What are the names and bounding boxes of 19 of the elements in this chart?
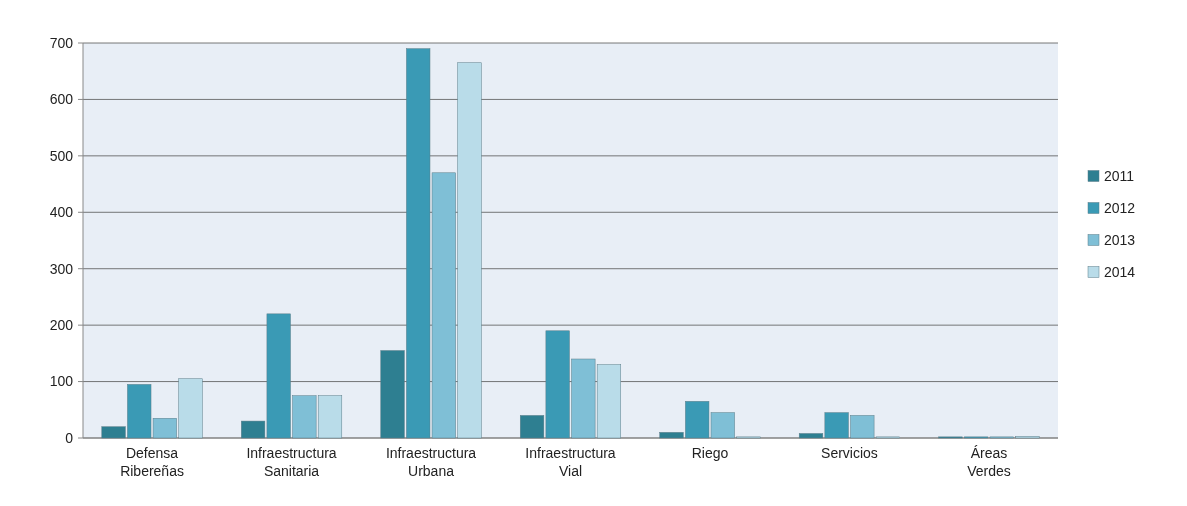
y-tick-label: 400 bbox=[49, 204, 74, 221]
legend-label: 2013 bbox=[1104, 232, 1136, 249]
y-tick-label: 100 bbox=[49, 373, 74, 390]
y-tick-label: 0 bbox=[65, 429, 74, 446]
x-tick-label: Áreas Verdes bbox=[967, 445, 1011, 479]
y-tick-label: 300 bbox=[49, 260, 74, 277]
y-tick-label: 700 bbox=[49, 34, 74, 51]
x-tick-label: Riego bbox=[691, 445, 729, 461]
x-tick-label: Servicios bbox=[821, 445, 878, 461]
x-tick-label: Infraestructura Urbana bbox=[385, 445, 477, 479]
x-tick-label: Defensa Ribereñas bbox=[120, 445, 184, 479]
y-tick-label: 500 bbox=[49, 147, 74, 164]
x-tick-label: Infraestructura Sanitaria bbox=[246, 445, 337, 479]
legend-label: 2012 bbox=[1104, 200, 1136, 217]
y-tick-label: 600 bbox=[49, 91, 74, 108]
legend-label: 2014 bbox=[1104, 264, 1136, 281]
y-tick-label: 200 bbox=[49, 317, 74, 334]
legend-label: 2011 bbox=[1104, 168, 1135, 185]
x-tick-label: Infraestructura Vial bbox=[525, 445, 616, 479]
